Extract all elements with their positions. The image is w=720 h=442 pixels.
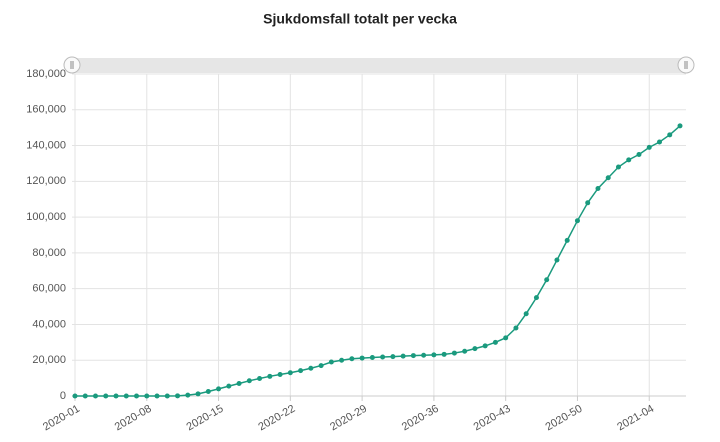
data-point <box>164 393 170 399</box>
data-point <box>677 123 683 129</box>
x-tick-label: 2020-50 <box>543 403 584 434</box>
y-tick-label: 120,000 <box>26 175 66 187</box>
x-tick-label: 2020-43 <box>472 403 513 434</box>
data-point <box>349 356 355 362</box>
data-point <box>410 353 416 359</box>
data-point <box>441 351 447 357</box>
data-point <box>185 392 191 398</box>
data-point <box>380 354 386 360</box>
data-point <box>533 295 539 301</box>
x-tick-label: 2020-29 <box>328 403 369 434</box>
data-point <box>175 393 181 399</box>
y-tick-label: 100,000 <box>26 211 66 223</box>
data-point <box>492 339 498 345</box>
data-point <box>267 373 273 379</box>
data-point <box>574 218 580 224</box>
data-point <box>195 391 201 397</box>
y-tick-label: 140,000 <box>26 139 66 151</box>
data-point <box>134 393 140 399</box>
data-point <box>646 144 652 150</box>
data-point <box>421 352 427 358</box>
data-point <box>236 380 242 386</box>
data-line <box>75 125 681 397</box>
data-point <box>277 372 283 378</box>
data-point <box>257 375 263 381</box>
data-point <box>462 348 468 354</box>
data-point <box>585 200 591 206</box>
y-tick-label: 40,000 <box>32 318 66 330</box>
x-tick-label: 2020-15 <box>185 403 226 434</box>
y-tick-label: 20,000 <box>32 354 66 366</box>
y-tick-label: 60,000 <box>32 283 66 295</box>
data-point <box>605 175 611 181</box>
y-tick-label: 160,000 <box>26 104 66 116</box>
slider-handle[interactable] <box>63 56 81 74</box>
data-point <box>144 393 150 399</box>
data-point <box>205 389 211 395</box>
data-point <box>287 370 293 376</box>
data-point <box>503 335 509 341</box>
data-point <box>82 393 88 399</box>
data-point <box>523 311 529 317</box>
data-point <box>390 354 396 360</box>
data-point <box>369 355 375 361</box>
data-point <box>328 359 334 365</box>
data-point <box>246 378 252 384</box>
data-point <box>431 352 437 358</box>
data-point <box>513 325 519 331</box>
x-tick-label: 2021-04 <box>615 403 656 434</box>
data-point <box>636 152 642 157</box>
data-point <box>667 132 673 138</box>
data-point <box>564 237 570 243</box>
data-point <box>318 363 324 369</box>
data-point <box>72 393 78 399</box>
data-point <box>226 383 232 389</box>
data-point <box>554 257 560 263</box>
data-point <box>451 350 457 356</box>
y-tick-label: 0 <box>60 390 66 402</box>
data-point <box>123 393 129 399</box>
chart-title: Sjukdomsfall totalt per vecka <box>263 11 457 27</box>
y-tick-label: 180,000 <box>26 68 66 80</box>
data-point <box>154 393 160 399</box>
y-tick-label: 80,000 <box>32 247 66 259</box>
x-tick-label: 2020-22 <box>256 403 297 434</box>
data-point <box>482 343 488 349</box>
data-point <box>308 365 314 371</box>
x-tick-label: 2020-36 <box>400 403 441 434</box>
range-slider[interactable] <box>63 56 695 74</box>
data-point <box>298 368 304 374</box>
data-point <box>595 185 601 191</box>
data-point <box>626 157 632 163</box>
slider-track <box>70 58 686 73</box>
slider-handle[interactable] <box>677 56 695 74</box>
data-point <box>339 357 345 363</box>
data-point <box>656 139 662 145</box>
data-point <box>113 393 119 399</box>
data-point <box>544 277 550 283</box>
data-point <box>93 393 99 399</box>
data-point <box>103 393 109 399</box>
data-point <box>216 386 222 392</box>
x-tick-label: 2020-01 <box>41 403 82 434</box>
data-point <box>615 164 621 170</box>
data-point <box>359 355 365 361</box>
data-point <box>472 346 478 352</box>
data-point <box>400 353 406 359</box>
x-tick-label: 2020-08 <box>113 403 154 434</box>
